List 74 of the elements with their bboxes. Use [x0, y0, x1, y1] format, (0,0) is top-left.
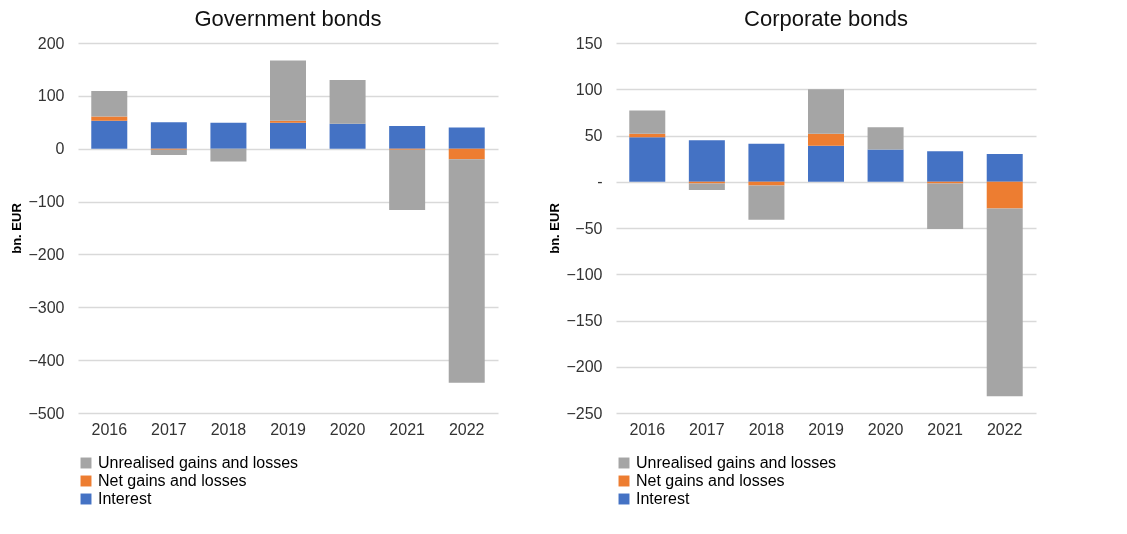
y-tick-label: 200 — [37, 34, 65, 52]
y-tick-label: 50 — [584, 127, 603, 144]
bar — [150, 122, 187, 149]
bar — [688, 183, 725, 191]
y-tick-label: 100 — [575, 80, 603, 98]
bar — [688, 140, 725, 182]
y-axis-title: bn. EUR — [9, 202, 25, 254]
x-tick-label: 2017 — [689, 420, 725, 438]
x-tick-label: 2022 — [448, 420, 485, 438]
bar — [927, 183, 964, 229]
y-tick-label: −100 — [566, 265, 603, 283]
bar — [150, 149, 187, 156]
bar — [91, 120, 128, 149]
legend-label: Unrealised gains and losses — [98, 454, 299, 471]
y-tick-label: 0 — [55, 140, 65, 158]
bar — [270, 122, 306, 149]
y-tick-label: 100 — [37, 87, 65, 105]
x-tick-label: 2020 — [329, 420, 366, 438]
chart-title: Corporate bonds — [744, 6, 908, 31]
x-tick-label: 2016 — [91, 420, 128, 438]
bar — [329, 123, 366, 149]
bar — [389, 149, 426, 211]
x-tick-label: 2019 — [808, 420, 844, 438]
bar — [629, 110, 666, 134]
y-tick-label: −200 — [28, 245, 65, 263]
x-tick-label: 2016 — [629, 420, 666, 438]
bar — [91, 116, 128, 121]
bar — [210, 148, 247, 162]
bar — [867, 149, 904, 182]
x-tick-label: 2021 — [389, 420, 426, 438]
x-tick-label: 2019 — [270, 420, 306, 438]
x-tick-label: 2020 — [867, 420, 904, 438]
y-tick-label: 150 — [575, 34, 603, 52]
y-tick-label: −200 — [566, 358, 603, 376]
x-tick-label: 2017 — [151, 420, 187, 438]
x-tick-label: 2018 — [210, 420, 247, 438]
bar — [329, 80, 366, 124]
legend-label: Unrealised gains and losses — [636, 454, 837, 471]
y-axis-title: bn. EUR — [547, 202, 563, 254]
bar — [448, 148, 485, 160]
y-tick-label: −50 — [575, 219, 603, 237]
y-tick-label: −250 — [566, 404, 603, 422]
bar — [748, 185, 785, 220]
y-tick-label: −400 — [28, 351, 65, 369]
bar — [389, 125, 426, 149]
y-tick-label: −150 — [566, 312, 603, 329]
bar — [867, 127, 904, 150]
bar — [448, 127, 485, 149]
chart-title: Government bonds — [194, 6, 382, 31]
bar — [270, 120, 306, 123]
legend-label: Net gains and losses — [98, 472, 247, 489]
bar — [808, 89, 844, 134]
y-tick-label: - — [597, 173, 603, 191]
y-tick-label: −100 — [28, 193, 65, 211]
bar — [210, 122, 247, 149]
y-tick-label: −300 — [28, 298, 65, 316]
bar — [448, 159, 485, 383]
bar — [270, 60, 306, 121]
bar — [986, 154, 1023, 182]
x-tick-label: 2018 — [748, 420, 785, 438]
legend-label: Net gains and losses — [636, 472, 785, 489]
y-tick-label: −500 — [28, 404, 65, 422]
bar — [91, 91, 128, 117]
bar — [808, 133, 844, 146]
bar — [629, 137, 666, 182]
bar — [927, 151, 964, 182]
bar — [748, 143, 785, 182]
bar — [808, 145, 844, 182]
bar — [986, 208, 1023, 397]
x-tick-label: 2021 — [927, 420, 964, 438]
bar — [986, 181, 1023, 209]
x-tick-label: 2022 — [986, 420, 1023, 438]
legend-label: Interest — [98, 490, 152, 507]
legend-label: Interest — [636, 490, 690, 507]
